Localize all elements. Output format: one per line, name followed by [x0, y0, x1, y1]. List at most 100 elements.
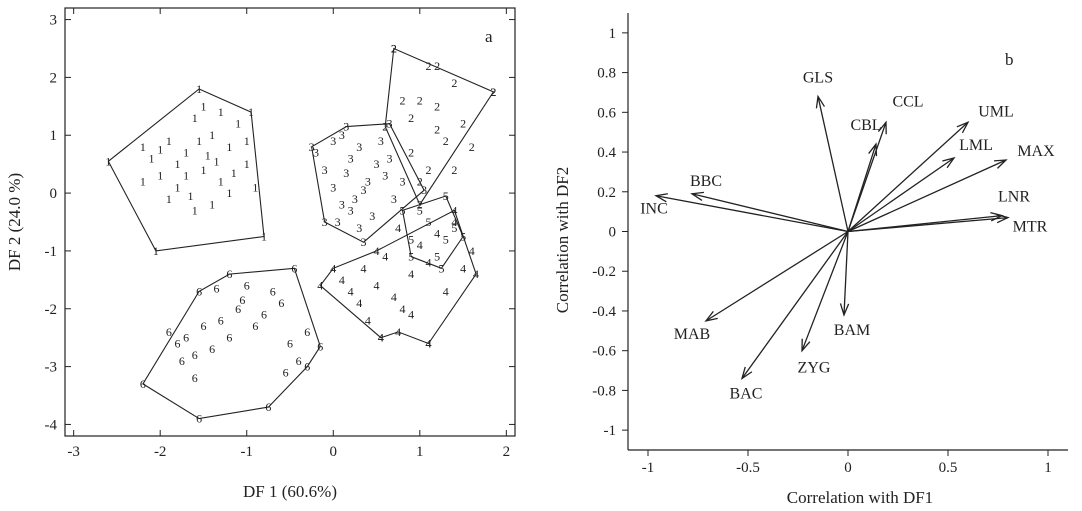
panel-a-ylabel: DF 2 (24.0 %) [5, 173, 24, 271]
panel-a-xtick-label: -3 [67, 444, 80, 460]
point-group-3: 3 [365, 175, 371, 189]
hull-vertex-3: 3 [322, 215, 328, 229]
panel-a-ytick-label: -3 [45, 360, 58, 376]
point-group-3: 3 [387, 151, 393, 165]
point-group-6: 6 [179, 354, 185, 368]
point-group-1: 1 [140, 140, 146, 154]
vector-bbc [691, 193, 849, 233]
point-group-2: 2 [391, 41, 397, 55]
vector-head-uml [956, 120, 970, 134]
point-group-3: 3 [339, 198, 345, 212]
panel-a-xtick-label: 2 [503, 444, 511, 460]
point-group-2: 2 [400, 94, 406, 108]
point-group-5: 5 [451, 221, 457, 235]
point-group-4: 4 [434, 227, 440, 241]
point-group-1: 1 [157, 143, 163, 157]
point-group-6: 6 [252, 319, 258, 333]
vector-head-mtr [996, 213, 1010, 224]
vector-label-max: MAX [1017, 143, 1055, 160]
point-group-1: 1 [196, 134, 202, 148]
point-group-1: 1 [252, 180, 258, 194]
point-group-2: 2 [451, 76, 457, 90]
point-group-2: 2 [417, 175, 423, 189]
panel-a-frame [64, 7, 516, 437]
point-group-2: 2 [425, 163, 431, 177]
point-group-4: 4 [400, 302, 406, 316]
vector-head-max [993, 159, 1008, 169]
point-group-4: 4 [391, 290, 397, 304]
point-group-3: 3 [348, 203, 354, 217]
hull-vertex-3: 3 [309, 140, 315, 154]
point-group-1: 1 [200, 163, 206, 177]
point-group-6: 6 [218, 313, 224, 327]
point-group-3: 3 [330, 134, 336, 148]
vector-head-lml [942, 156, 956, 169]
point-group-1: 1 [183, 146, 189, 160]
point-group-4: 4 [417, 238, 423, 252]
hull-group-3 [311, 123, 425, 243]
point-group-6: 6 [239, 293, 245, 307]
panel-b-ytick-label: 0 [609, 225, 617, 241]
panel-b-xtick-label: 1 [1044, 460, 1052, 476]
hull-vertex-3: 3 [387, 117, 393, 131]
point-group-1: 1 [205, 148, 211, 162]
point-group-3: 3 [400, 175, 406, 189]
panel-a-xtick-label: -2 [154, 444, 167, 460]
panel-b-ytick-label: -0.4 [592, 304, 616, 320]
vector-head-gls [815, 94, 826, 109]
point-group-6: 6 [278, 296, 284, 310]
point-group-1: 1 [140, 175, 146, 189]
panel-b-ytick-label: 1 [609, 26, 617, 42]
hull-vertex-3: 3 [343, 120, 349, 134]
point-group-1: 1 [244, 134, 250, 148]
vector-label-ccl: CCL [892, 93, 923, 110]
panel-a-ytick-label: 1 [50, 128, 58, 144]
hull-group-2 [384, 47, 495, 206]
panel-a-ytick-label: 0 [50, 186, 58, 202]
vector-zyg [801, 231, 849, 351]
point-group-3: 3 [330, 180, 336, 194]
point-group-3: 3 [352, 192, 358, 206]
vector-bac [741, 231, 849, 379]
panel-b-vectors-group: GLS CCL CBL UML LML MAX LNR MTR BBC INC MAB BAC ZYG B… [640, 69, 1055, 402]
point-group-3: 3 [356, 140, 362, 154]
panel-b-xlabel: Correlation with DF1 [787, 488, 933, 507]
hull-group-4 [319, 209, 477, 345]
point-group-2: 2 [434, 99, 440, 113]
hull-vertex-6: 6 [226, 267, 232, 281]
hull-vertex-2: 2 [382, 120, 388, 134]
hull-vertex-4: 4 [425, 336, 431, 350]
point-group-3: 3 [335, 215, 341, 229]
hull-vertex-4: 4 [395, 325, 401, 339]
point-group-4: 4 [408, 267, 414, 281]
point-group-3: 3 [343, 166, 349, 180]
hull-vertex-4: 4 [374, 244, 380, 258]
point-group-1: 1 [183, 169, 189, 183]
point-group-3: 3 [339, 128, 345, 142]
hull-vertex-6: 6 [304, 360, 310, 374]
point-group-6: 6 [296, 354, 302, 368]
hull-vertex-5: 5 [400, 203, 406, 217]
point-group-4: 4 [395, 221, 401, 235]
vector-head-bbc [690, 191, 704, 201]
panel-b-vectors: -1 -0.5 0 0.5 1 -1 -0.8 -0.6 -0.4 -0.2 0 0.2 0.4 0.6 0… [553, 13, 1068, 507]
point-group-2: 2 [469, 140, 475, 154]
vector-label-mab: MAB [674, 326, 710, 343]
panel-a-hulls [107, 47, 495, 420]
point-group-5: 5 [425, 215, 431, 229]
hull-vertex-1: 1 [196, 82, 202, 96]
point-group-1: 1 [209, 128, 215, 142]
point-group-1: 1 [175, 157, 181, 171]
point-group-6: 6 [287, 336, 293, 350]
panel-b-xtick-label: 0.5 [939, 460, 958, 476]
hull-vertex-5: 5 [443, 189, 449, 203]
point-group-3: 3 [374, 157, 380, 171]
point-group-3: 3 [361, 183, 367, 197]
point-group-1: 1 [218, 175, 224, 189]
point-group-2: 2 [451, 163, 457, 177]
hull-vertex-6: 6 [140, 377, 146, 391]
panel-b-ytick-label: 0.6 [597, 105, 616, 121]
hull-vertex-5: 5 [438, 261, 444, 275]
point-group-2: 2 [425, 59, 431, 73]
hull-vertex-6: 6 [291, 261, 297, 275]
